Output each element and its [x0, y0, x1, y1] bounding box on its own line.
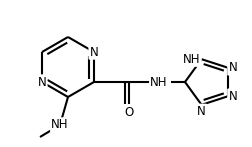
- Text: N: N: [197, 105, 206, 118]
- Text: NH: NH: [51, 118, 69, 132]
- Text: N: N: [38, 76, 46, 88]
- Text: NH: NH: [183, 53, 201, 66]
- Text: N: N: [228, 90, 237, 103]
- Text: N: N: [90, 46, 98, 59]
- Text: O: O: [124, 106, 134, 119]
- Text: NH: NH: [150, 76, 168, 88]
- Text: N: N: [228, 61, 237, 74]
